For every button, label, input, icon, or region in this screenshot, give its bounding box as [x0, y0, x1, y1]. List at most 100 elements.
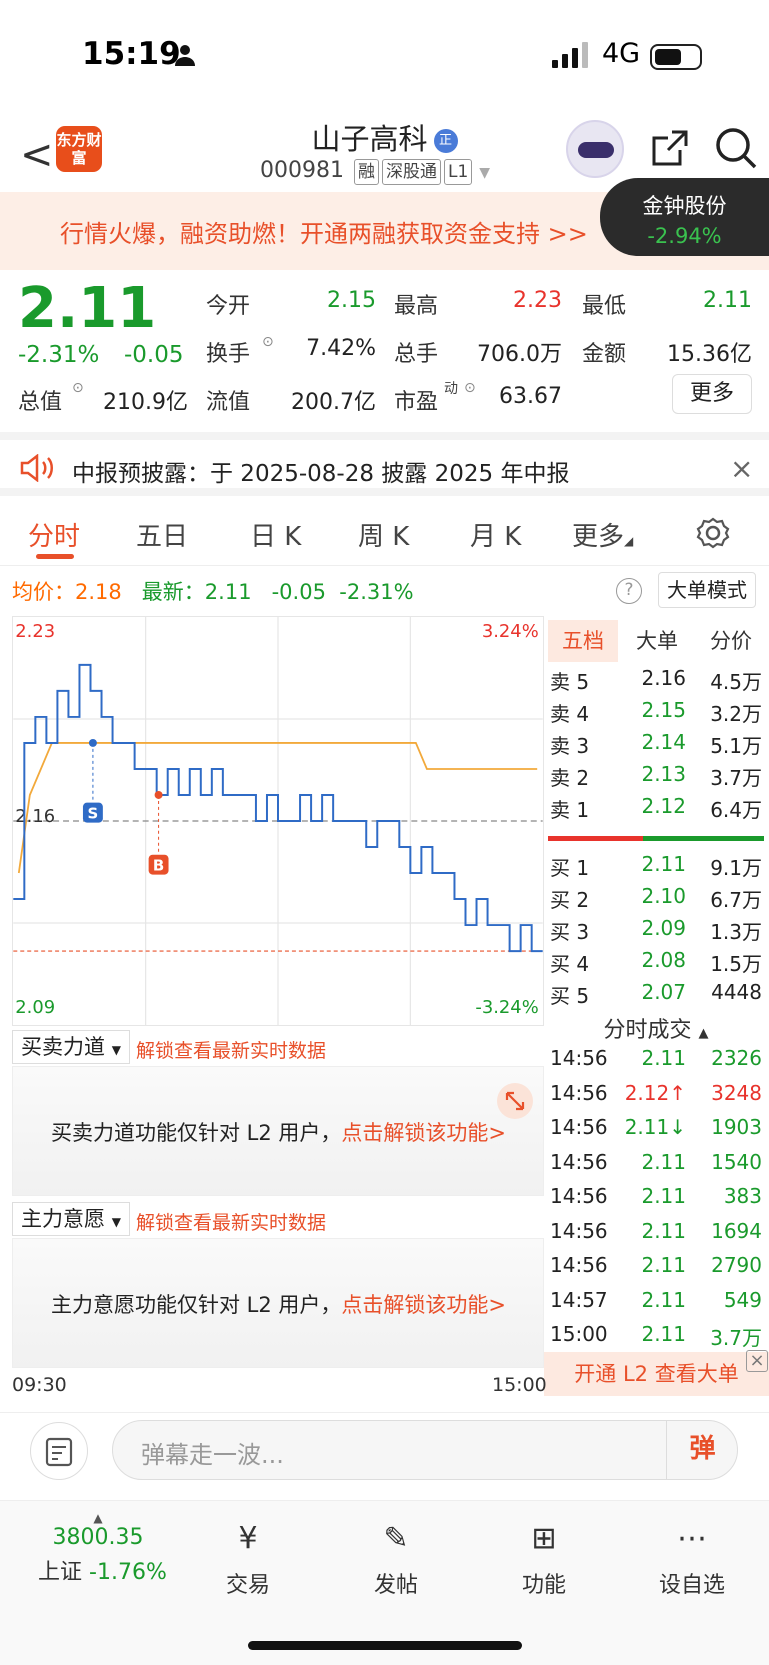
intraday-chart[interactable]: 2.23 2.16 2.09 3.24% -3.24% S B — [12, 616, 544, 1026]
level-label: 卖 1 — [550, 798, 590, 822]
tick-trade-row: 14:56 2.11 1694 — [550, 1219, 762, 1249]
nav-functions[interactable]: ⊞ 功能 — [494, 1521, 594, 1599]
tab-monthly-k[interactable]: 月 K — [470, 522, 522, 552]
trade-volume: 3248 — [711, 1080, 762, 1105]
nav-post[interactable]: ✎ 发帖 — [346, 1521, 446, 1599]
level-price: 2.10 — [641, 884, 686, 908]
app-logo[interactable]: 东方财富 — [56, 126, 102, 172]
share-icon[interactable] — [650, 128, 690, 168]
trade-volume: 2326 — [711, 1046, 762, 1070]
expand-icon[interactable] — [497, 1083, 533, 1119]
level-price: 2.15 — [641, 698, 686, 722]
trade-volume: 549 — [723, 1287, 762, 1312]
active-tab-indicator — [36, 554, 74, 559]
battery-icon — [650, 44, 702, 70]
speaker-icon — [20, 454, 53, 482]
info-dots-icon[interactable]: ⊙ — [464, 380, 476, 396]
chevron-down-icon: ▼ — [479, 165, 491, 181]
tick-trade-row: 14:56 2.11 2790 — [550, 1253, 762, 1283]
level-price: 2.13 — [641, 762, 686, 786]
tab-daily-k[interactable]: 日 K — [250, 522, 302, 552]
assistant-robot-icon[interactable] — [566, 120, 624, 178]
trade-icon: ¥ — [238, 1521, 258, 1556]
latest-price: 2.11 — [204, 580, 252, 604]
float-value: 200.7亿 — [291, 390, 376, 415]
tab-five-levels[interactable]: 五档 — [548, 620, 618, 662]
person-icon — [175, 45, 195, 66]
big-order-mode-button[interactable]: 大单模式 — [658, 572, 756, 608]
trade-price: 2.11 — [641, 1287, 686, 1312]
locked-message: 买卖力道功能仅针对 L2 用户， — [51, 1121, 342, 1145]
unlock-link[interactable]: 解锁查看最新实时数据 — [136, 1040, 327, 1062]
search-icon[interactable] — [714, 126, 758, 170]
trade-volume: 1540 — [711, 1149, 762, 1174]
amount-value: 15.36亿 — [667, 342, 752, 367]
home-indicator — [248, 1641, 522, 1650]
trade-price: 2.11 — [641, 1184, 686, 1208]
buy-sell-power-dropdown[interactable]: 买卖力道 ▼ — [12, 1030, 130, 1064]
trade-volume: 1694 — [711, 1218, 762, 1243]
pe-superscript: 动 — [444, 381, 458, 397]
level-volume: 4.5万 — [710, 670, 762, 694]
main-force-dropdown[interactable]: 主力意愿 ▼ — [12, 1202, 130, 1236]
level-volume: 3.2万 — [710, 702, 762, 726]
tick-trade-row: 14:56 2.11↓ 1903 — [550, 1115, 762, 1145]
close-icon[interactable]: × — [746, 1350, 768, 1372]
tab-weekly-k[interactable]: 周 K — [358, 522, 410, 552]
tab-more[interactable]: 更多◢ — [572, 522, 634, 552]
y-tick-high: 2.23 — [15, 621, 55, 642]
index-ticker[interactable]: ▲ 3800.35 上证 -1.76% — [38, 1511, 167, 1586]
nav-trade[interactable]: ¥ 交易 — [198, 1521, 298, 1599]
trade-time: 14:56 — [550, 1080, 608, 1105]
tab-price-dist[interactable]: 分价 — [710, 629, 752, 653]
notice-bar[interactable]: 中报预披露：于 2025-08-28 披露 2025 年中报 × — [0, 432, 769, 496]
level-volume: 1.3万 — [710, 920, 762, 944]
settings-gear-icon[interactable] — [696, 516, 730, 550]
tab-five-day[interactable]: 五日 — [136, 522, 189, 552]
mktcap-label: 总值 — [18, 390, 63, 415]
trade-price: 2.11 — [641, 1046, 686, 1070]
l2-upgrade-button[interactable]: 开通 L2 查看大单 — [544, 1352, 769, 1396]
more-button[interactable]: 更多 — [672, 374, 752, 414]
avg-price-row: 均价：2.18 最新：2.11 -0.05 -2.31% — [12, 580, 414, 604]
float-label: 流值 — [206, 390, 251, 415]
tab-intraday[interactable]: 分时 — [28, 522, 81, 552]
tag-shenzhen-connect: 深股通 — [381, 159, 441, 185]
unlock-link[interactable]: 解锁查看最新实时数据 — [136, 1212, 327, 1234]
level-label: 买 1 — [550, 856, 590, 880]
trade-volume: 2790 — [711, 1253, 762, 1277]
related-stock-pill[interactable]: 金钟股份 -2.94% — [600, 178, 769, 256]
level-volume: 1.5万 — [710, 952, 762, 976]
trade-price: 2.11 — [641, 1322, 686, 1346]
enterprise-badge-icon: 正 — [433, 129, 458, 153]
price-line — [13, 663, 543, 953]
back-button[interactable]: < — [20, 132, 54, 178]
trade-time: 15:00 — [550, 1322, 608, 1346]
change-pct: -2.31% — [18, 342, 100, 368]
info-dots-icon[interactable]: ⊙ — [72, 380, 84, 396]
help-icon[interactable]: ? — [616, 578, 642, 604]
trade-time: 14:56 — [550, 1046, 608, 1070]
danmaku-toggle-button[interactable]: 弹 — [666, 1420, 738, 1480]
level-label: 卖 3 — [550, 734, 590, 758]
unlock-feature-link[interactable]: 点击解锁该功能> — [341, 1293, 507, 1317]
close-icon[interactable]: × — [730, 452, 754, 485]
index-change: -1.76% — [89, 1560, 167, 1585]
y-tick-prev-close: 2.16 — [15, 806, 55, 827]
level-price: 2.09 — [641, 916, 686, 940]
comment-bar — [0, 1412, 769, 1500]
trade-time: 14:56 — [550, 1115, 608, 1139]
tab-big-orders[interactable]: 大单 — [636, 629, 678, 653]
marker-B-dot — [154, 791, 163, 799]
level-volume: 6.4万 — [710, 798, 762, 822]
tick-trades-header[interactable]: 分时成交 ▲ — [603, 1018, 709, 1043]
danmaku-input[interactable]: 弹幕走一波... — [112, 1420, 738, 1480]
trade-volume: 3.7万 — [710, 1326, 762, 1350]
unlock-feature-link[interactable]: 点击解锁该功能> — [341, 1121, 507, 1145]
trade-time: 14:56 — [550, 1218, 608, 1243]
info-dots-icon[interactable]: ⊙ — [262, 334, 274, 350]
change-amount: -0.05 — [124, 342, 184, 368]
nav-add-watchlist[interactable]: ⋯ 设自选 — [642, 1521, 742, 1599]
notes-icon[interactable] — [30, 1422, 88, 1480]
level-price: 2.12 — [641, 794, 686, 818]
